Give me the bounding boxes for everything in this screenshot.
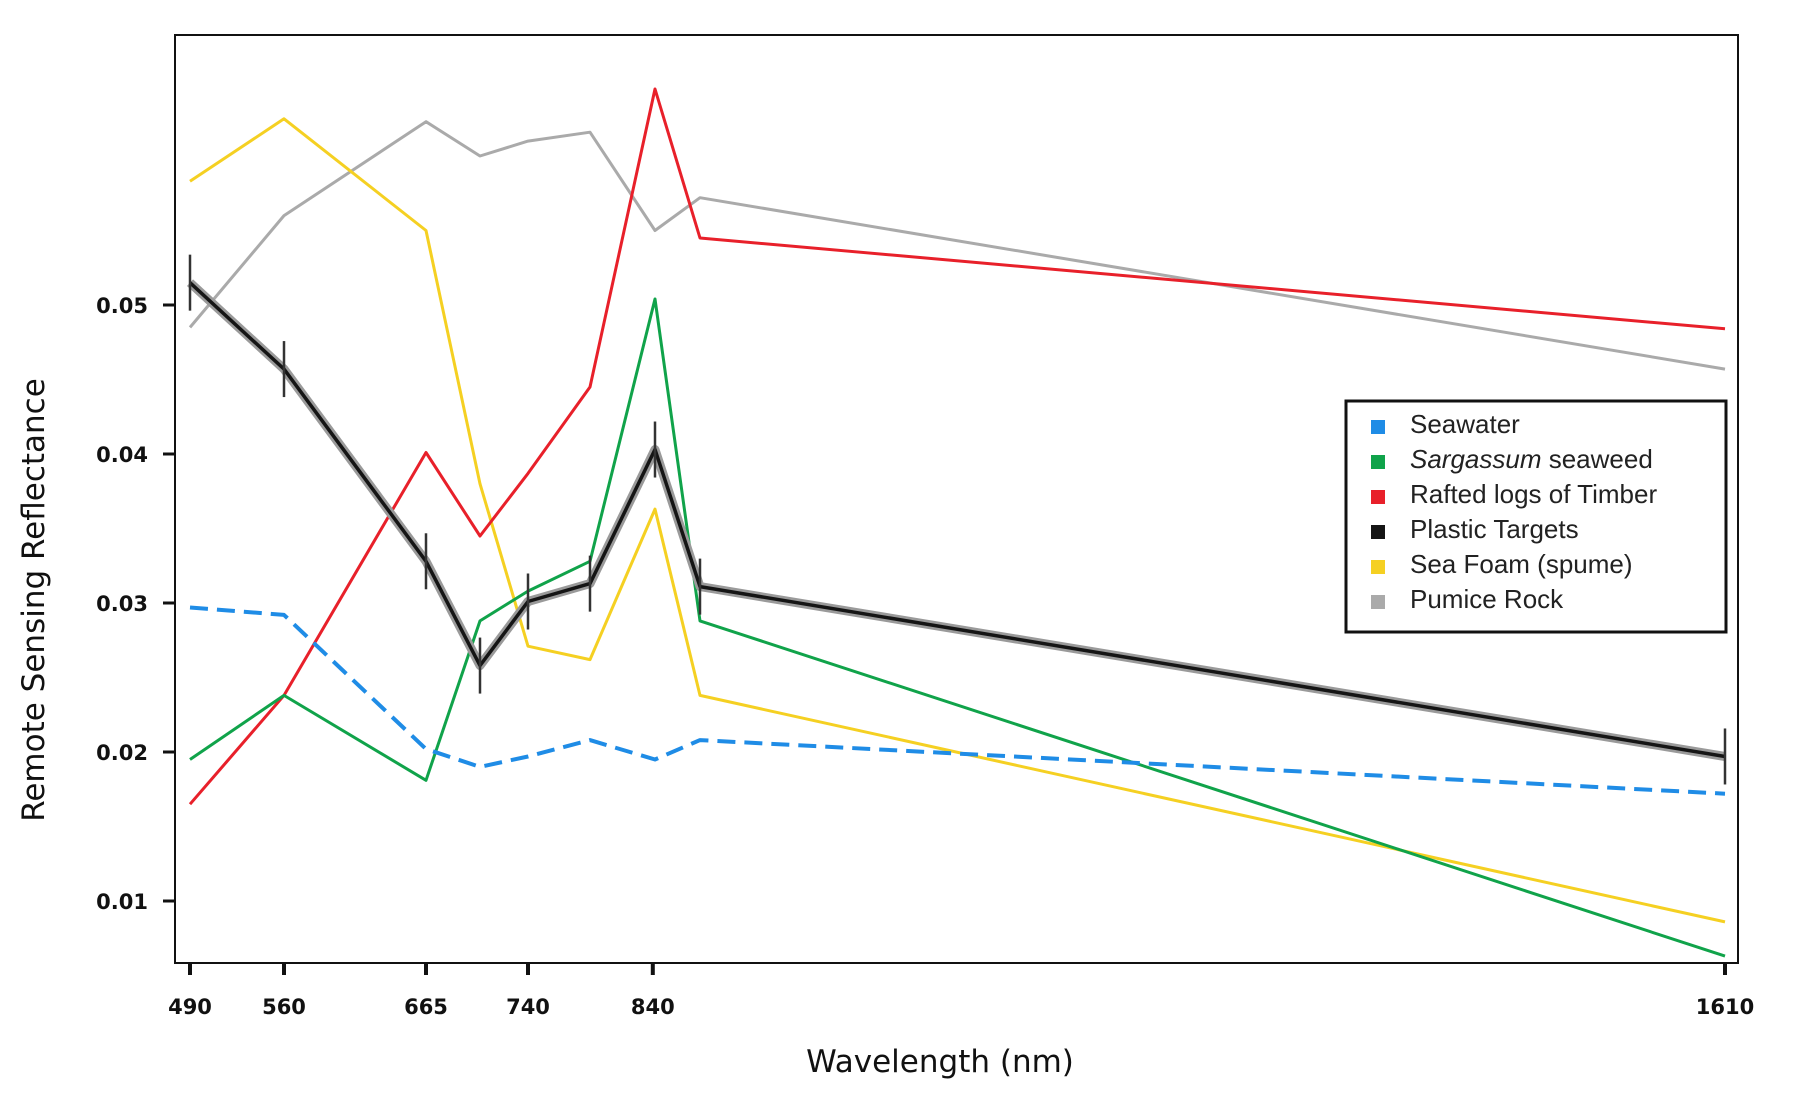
y-tick-label: 0.03: [96, 592, 148, 616]
pumice-rock-line: [188, 120, 1726, 371]
rafted-logs-of-timber-line: [188, 87, 1726, 806]
y-tick-label: 0.04: [96, 443, 148, 467]
legend-label: Plastic Targets: [1410, 514, 1579, 544]
legend-label: Sargassum seaweed: [1410, 444, 1653, 474]
legend-swatch: [1371, 525, 1385, 539]
seawater-line: [189, 605, 1726, 796]
legend-box: [1344, 399, 1728, 634]
y-tick-label: 0.02: [96, 741, 148, 765]
legend-swatch: [1371, 560, 1385, 574]
series-layer: [186, 87, 1727, 958]
legend-label: Pumice Rock: [1410, 584, 1564, 614]
legend-swatch: [1371, 420, 1385, 434]
x-tick-label: 840: [631, 995, 675, 1019]
x-tick-label: 1610: [1696, 995, 1754, 1019]
x-tick-label: 665: [404, 995, 448, 1019]
x-tick-label: 740: [506, 995, 550, 1019]
x-axis-title: Wavelength (nm): [806, 1044, 1074, 1080]
legend-swatch: [1371, 595, 1385, 609]
axis-ticks: 490 560 665 740 840 1610 0.01 0.02 0.03 0.04 0.05: [96, 294, 1754, 1019]
legend-label: Sea Foam (spume): [1410, 549, 1633, 579]
y-axis-title: Remote Sensing Reflectance: [16, 378, 52, 822]
legend-swatch: [1371, 490, 1385, 504]
legend: Seawater Sargassum seaweed Rafted logs of …: [1344, 399, 1728, 634]
legend-label: Seawater: [1410, 409, 1520, 439]
sea-foam-spume--line: [189, 117, 1726, 924]
legend-swatch: [1371, 455, 1385, 469]
y-tick-label: 0.05: [96, 294, 148, 318]
legend-label: Rafted logs of Timber: [1410, 479, 1657, 509]
x-tick-label: 560: [262, 995, 306, 1019]
y-tick-label: 0.01: [96, 890, 148, 914]
x-tick-label: 490: [168, 995, 212, 1019]
